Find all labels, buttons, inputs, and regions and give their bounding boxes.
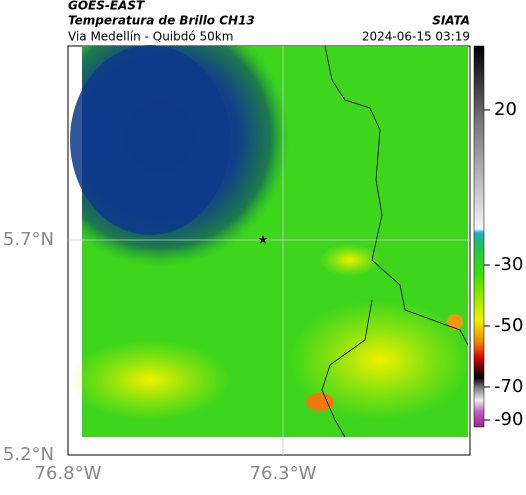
map: ★ bbox=[67, 45, 471, 456]
warm-area bbox=[70, 340, 230, 420]
warm-spot bbox=[447, 314, 463, 330]
location-marker: ★ bbox=[258, 233, 269, 247]
title: GOES-EAST bbox=[68, 0, 145, 13]
lon-tick-label: 76.3°W bbox=[250, 463, 317, 484]
colorbar-tick-label: -50 bbox=[494, 315, 523, 336]
warm-spot bbox=[306, 393, 334, 411]
warm-area bbox=[320, 244, 380, 276]
lon-tick-label: 76.8°W bbox=[35, 463, 102, 484]
lat-tick-label: 5.7°N bbox=[3, 229, 54, 250]
border bbox=[321, 299, 373, 438]
colorbar-tick-label: -90 bbox=[494, 409, 523, 430]
route: Via Medellín - Quibdó 50km bbox=[68, 30, 233, 44]
lat-tick-label: 5.2°N bbox=[3, 444, 54, 465]
cold-core bbox=[70, 45, 230, 235]
colorbar bbox=[473, 45, 485, 428]
datetime: 2024-06-15 03:19 bbox=[362, 30, 470, 44]
border bbox=[324, 45, 469, 346]
source: SIATA bbox=[432, 14, 470, 28]
subtitle: Temperatura de Brillo CH13 bbox=[68, 14, 255, 28]
colorbar-tick-label: -70 bbox=[494, 376, 523, 397]
colorbar-tick-label: -30 bbox=[494, 254, 523, 275]
colorbar-tick-label: 20 bbox=[494, 99, 517, 120]
warm-area bbox=[290, 300, 470, 420]
